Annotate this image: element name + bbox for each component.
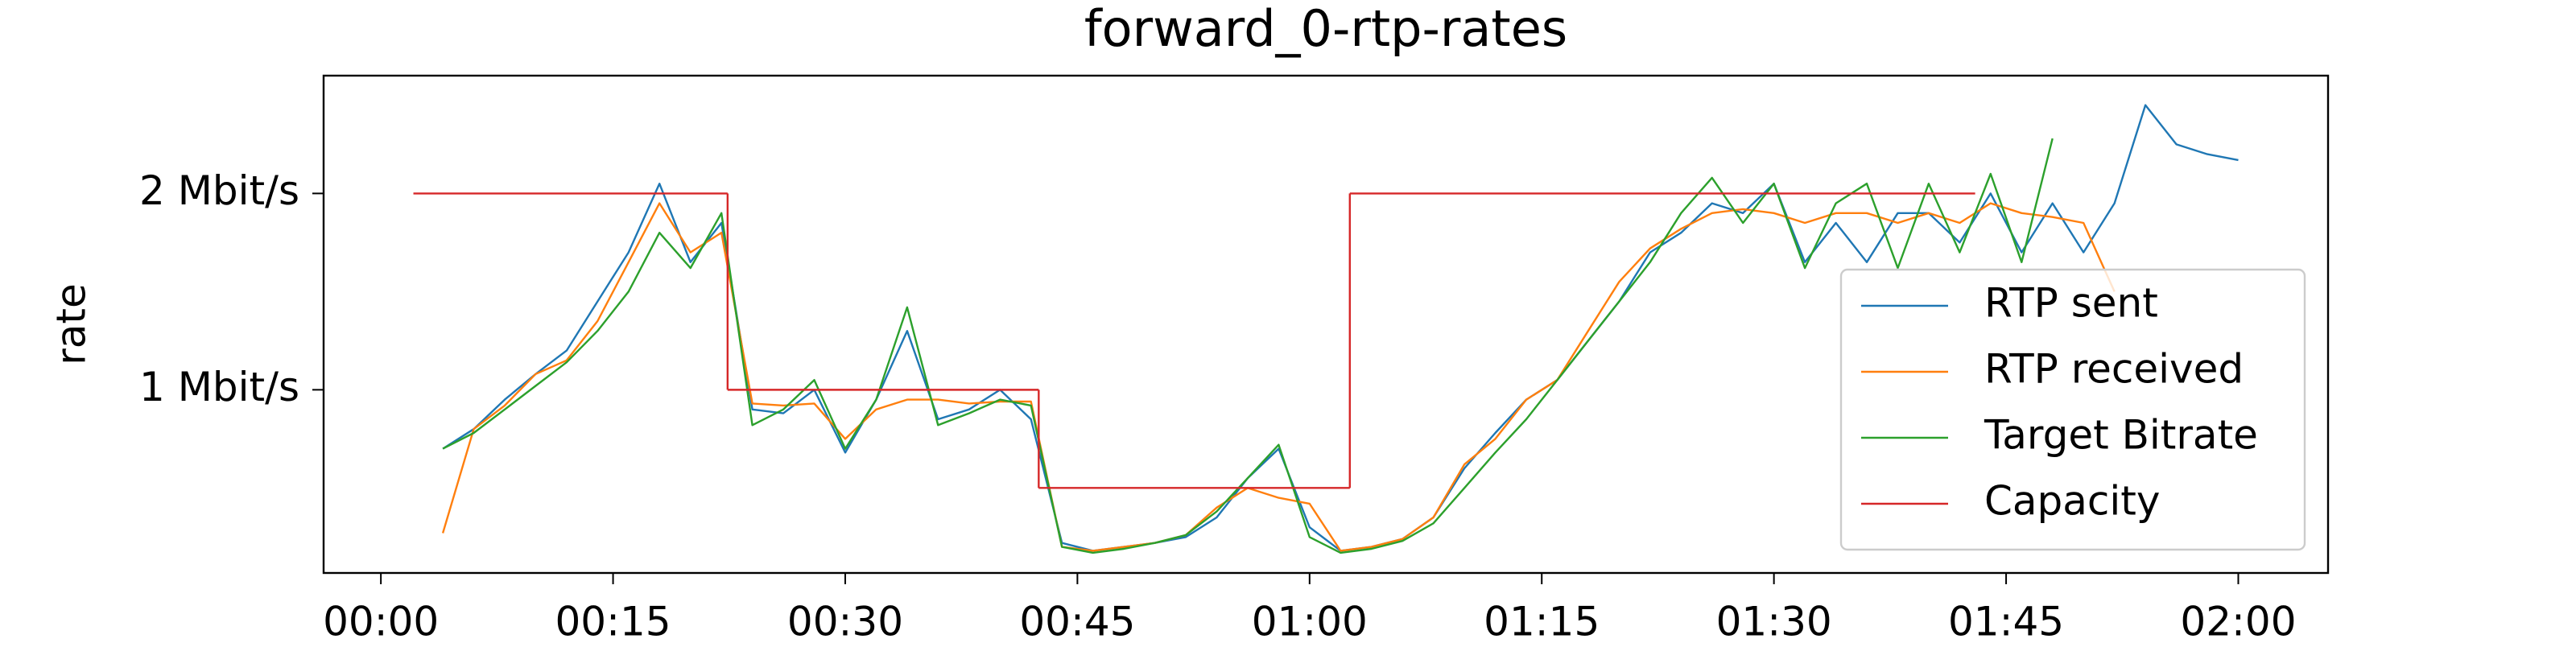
legend-label: RTP sent bbox=[1984, 280, 2158, 327]
y-axis-label: rate bbox=[48, 283, 95, 365]
x-tick-label: 01:45 bbox=[1948, 599, 2064, 645]
x-tick-label: 00:15 bbox=[555, 599, 671, 645]
x-tick-label: 01:15 bbox=[1484, 599, 1600, 645]
x-tick-label: 00:30 bbox=[787, 599, 903, 645]
x-tick-label: 01:30 bbox=[1716, 599, 1832, 645]
y-tick-label: 1 Mbit/s bbox=[139, 364, 299, 410]
legend-label: Target Bitrate bbox=[1984, 412, 2258, 459]
x-tick-label: 01:00 bbox=[1252, 599, 1368, 645]
series bbox=[413, 192, 1975, 489]
axes-frame bbox=[322, 74, 2330, 575]
series-line bbox=[441, 202, 2116, 552]
legend-label: Capacity bbox=[1984, 478, 2161, 525]
x-tick-label: 00:45 bbox=[1019, 599, 1135, 645]
series bbox=[441, 202, 2116, 552]
x-tick-label: 00:00 bbox=[323, 599, 439, 645]
y-tick-label: 2 Mbit/s bbox=[139, 167, 299, 214]
series-line bbox=[442, 138, 2054, 554]
legend-label: RTP received bbox=[1984, 346, 2244, 393]
chart-title: forward_0-rtp-rates bbox=[1084, 0, 1567, 58]
legend-box bbox=[1839, 268, 2306, 551]
series bbox=[442, 138, 2054, 554]
x-tick-label: 02:00 bbox=[2180, 599, 2296, 645]
